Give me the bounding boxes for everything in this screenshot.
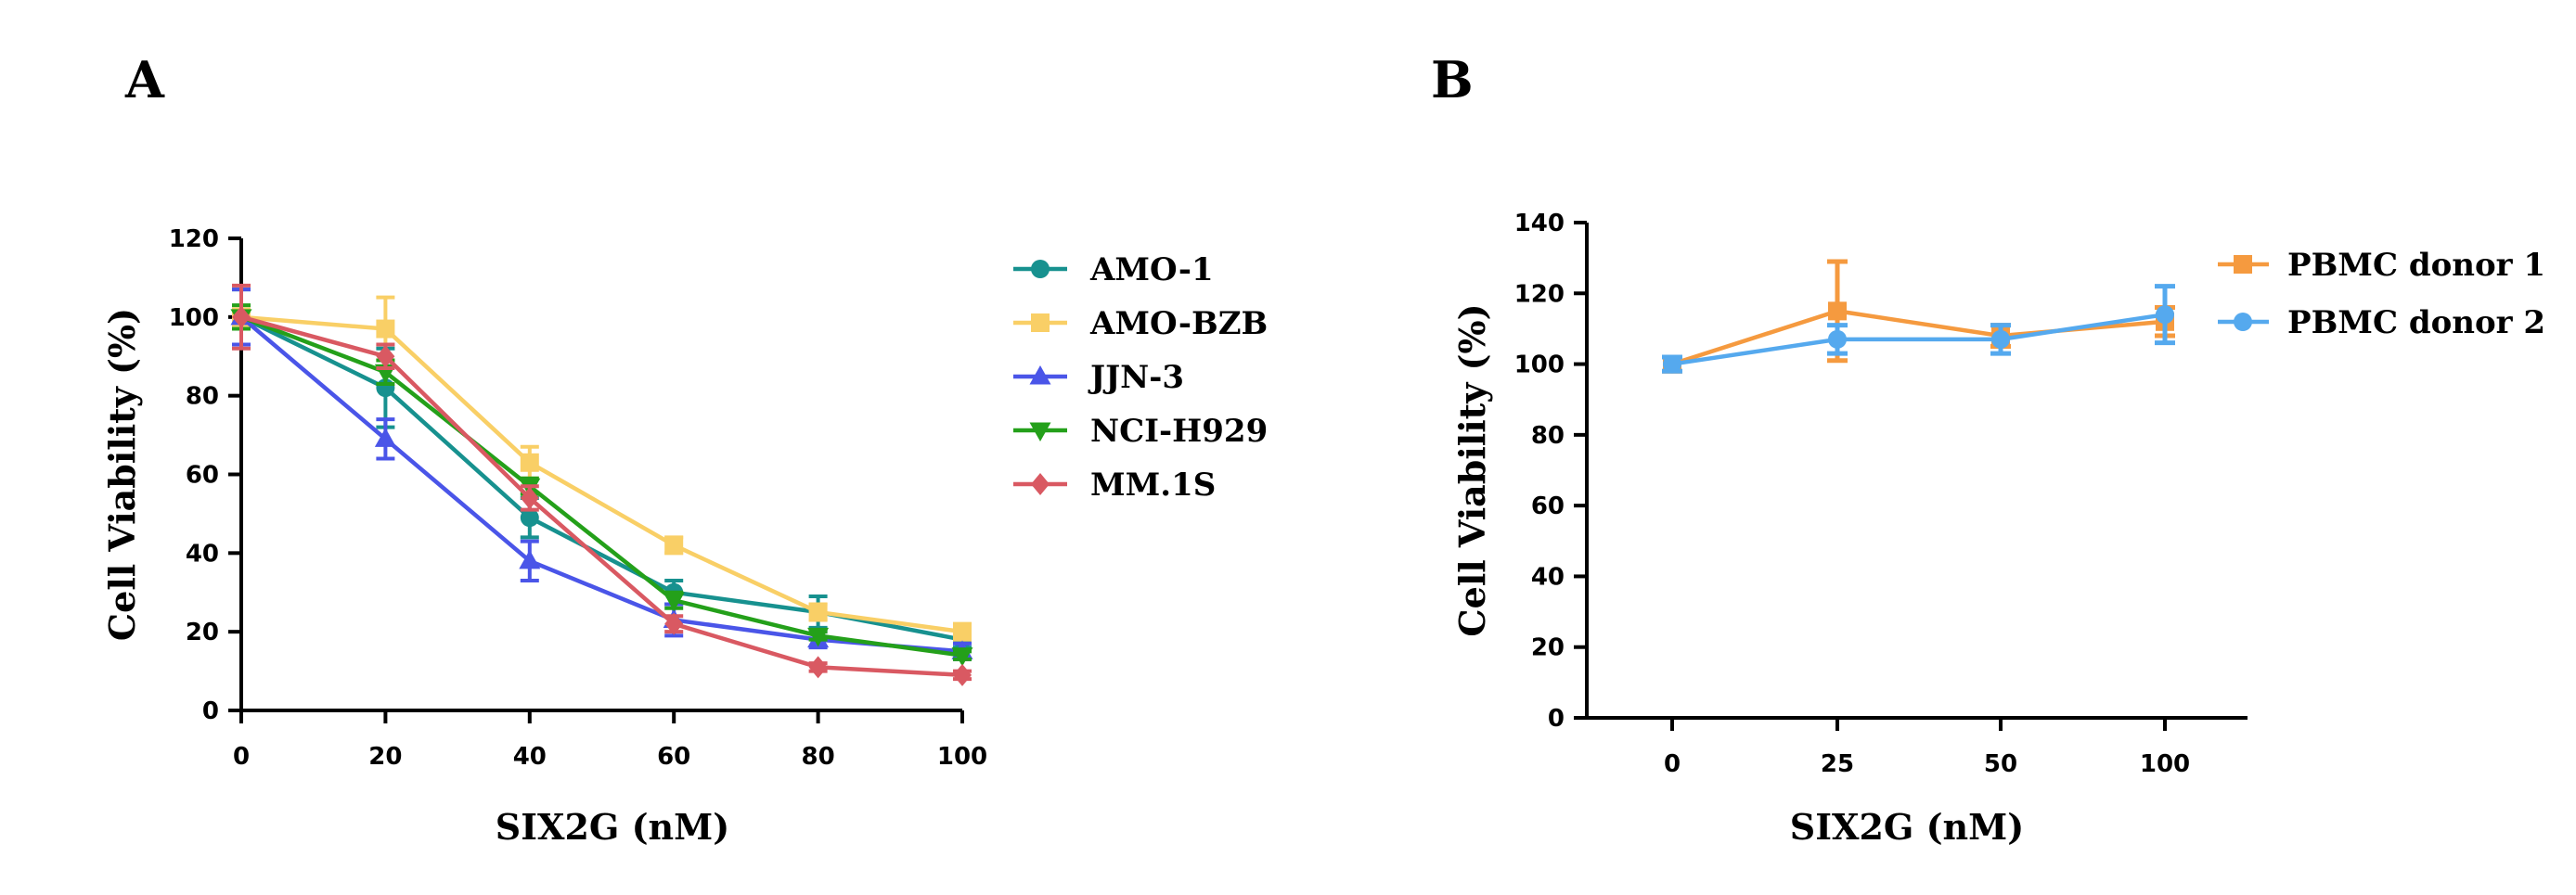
data-point [1828, 329, 1847, 349]
series-pbmc-donor-2 [1662, 284, 2175, 374]
data-point [951, 647, 973, 667]
panel-b-legend: PBMC donor 1 PBMC donor 2 [2218, 247, 2545, 341]
panel-a-x-tick-label: 80 [802, 743, 835, 771]
series-nci-h929 [230, 303, 973, 667]
legend-marker [1031, 473, 1050, 495]
panel-b-y-tick-label: 120 [1514, 280, 1565, 308]
panel-b-x-tick-label: 25 [1821, 750, 1854, 778]
panel-b-x-tick-label: 0 [1664, 750, 1681, 778]
data-point [232, 305, 251, 328]
panel-a-y-tick-label: 20 [186, 619, 219, 646]
panel-a-letter: A [124, 50, 165, 109]
panel-a-y-tick-label: 0 [202, 697, 219, 725]
panel-a-series [230, 283, 973, 686]
panel-b-x-tick-label: 100 [2140, 750, 2190, 778]
legend-marker [1029, 365, 1051, 385]
series-mm-1s [232, 283, 972, 686]
series-line-mm-1s [240, 314, 963, 678]
legend-item-mm-1s: MM.1S [1013, 467, 1216, 504]
panel-b-ticks: 0 20 40 60 80 100 120 140 0 25 50 100 [1514, 210, 2190, 778]
panel-a-ticks: 0 20 40 60 80 100 120 0 20 40 60 80 100 [169, 225, 987, 771]
legend-label: AMO-1 [1089, 251, 1214, 288]
panel-a-x-tick-label: 60 [657, 743, 690, 771]
data-point [953, 663, 972, 686]
panel-b-y-tick-label: 100 [1514, 352, 1565, 379]
data-point [520, 508, 539, 528]
legend-item-jjn-3: JJN-3 [1013, 359, 1184, 396]
data-point [807, 627, 830, 647]
panel-b-y-axis-title: Cell Viability (%) [1451, 303, 1493, 636]
data-point [808, 602, 828, 621]
data-point [374, 428, 396, 447]
panel-b-y-tick-label: 60 [1531, 492, 1565, 520]
legend-item-amo-1: AMO-1 [1013, 251, 1214, 288]
data-point [2156, 305, 2174, 325]
legend-marker [1031, 313, 1050, 332]
series-line-jjn-3 [239, 315, 963, 654]
panel-a-y-tick-label: 120 [169, 225, 219, 253]
panel-a-y-tick-label: 80 [186, 383, 219, 411]
panel-b-x-axis-title: SIX2G (nM) [1790, 806, 2024, 848]
legend-marker [2234, 313, 2252, 331]
panel-a-x-tick-label: 100 [937, 743, 987, 771]
data-point [664, 612, 684, 635]
legend-label: PBMC donor 1 [2287, 247, 2545, 284]
series-line-nci-h929 [240, 314, 963, 658]
panel-b-y-tick-label: 20 [1531, 634, 1565, 662]
data-point [664, 535, 684, 555]
panel-a-x-tick-label: 20 [368, 743, 402, 771]
panel-a: A Cell Viability (%) SIX2G (nM) 0 20 40 60 8… [101, 50, 1268, 848]
legend-item-nci-h929: NCI-H929 [1013, 413, 1268, 450]
legend-marker [1029, 422, 1051, 441]
panel-b-x-tick-label: 50 [1984, 750, 2017, 778]
panel-a-x-tick-label: 40 [513, 743, 547, 771]
legend-item-amo-bzb: AMO-BZB [1013, 305, 1268, 342]
panel-a-x-axis-title: SIX2G (nM) [496, 806, 729, 848]
panel-a-y-axis-title: Cell Viability (%) [101, 308, 143, 641]
legend-label: MM.1S [1090, 467, 1216, 504]
data-point [1663, 354, 1681, 374]
panel-b: B Cell Viability (%) SIX2G (nM) 0 20 40 60 8… [1431, 50, 2545, 848]
data-point [953, 622, 972, 642]
panel-b-y-tick-label: 80 [1531, 422, 1565, 450]
legend-label: AMO-BZB [1089, 305, 1268, 342]
legend-item-pbmc-donor-1: PBMC donor 1 [2218, 247, 2545, 284]
legend-marker [2234, 255, 2252, 274]
legend-marker [1031, 260, 1050, 278]
legend-item-pbmc-donor-2: PBMC donor 2 [2218, 304, 2545, 341]
data-point [376, 319, 395, 339]
data-point [519, 549, 541, 569]
legend-label: JJN-3 [1088, 359, 1184, 396]
data-point [376, 345, 395, 368]
data-point [663, 592, 685, 612]
panel-b-series [1662, 259, 2175, 374]
series-line-pbmc-donor-2 [1671, 312, 2166, 366]
data-point [520, 486, 539, 509]
panel-a-y-tick-label: 100 [169, 304, 219, 332]
series-pbmc-donor-1 [1662, 259, 2175, 374]
data-point [520, 453, 539, 472]
panel-a-y-tick-label: 60 [186, 462, 219, 490]
legend-label: PBMC donor 2 [2287, 304, 2545, 341]
panel-b-y-tick-label: 140 [1514, 210, 1565, 237]
panel-b-letter: B [1431, 50, 1474, 109]
legend-label: NCI-H929 [1090, 413, 1268, 450]
panel-a-legend: AMO-1 AMO-BZB JJN-3 NCI-H929 MM.1S [1013, 251, 1268, 504]
series-line-amo-bzb [240, 314, 963, 634]
data-point [808, 656, 828, 679]
panel-a-x-tick-label: 0 [233, 743, 250, 771]
data-point [1991, 329, 2010, 349]
panel-b-y-tick-label: 40 [1531, 563, 1565, 591]
data-point [1828, 301, 1847, 321]
panel-b-y-tick-label: 0 [1548, 705, 1565, 733]
panel-a-y-tick-label: 40 [186, 540, 219, 568]
